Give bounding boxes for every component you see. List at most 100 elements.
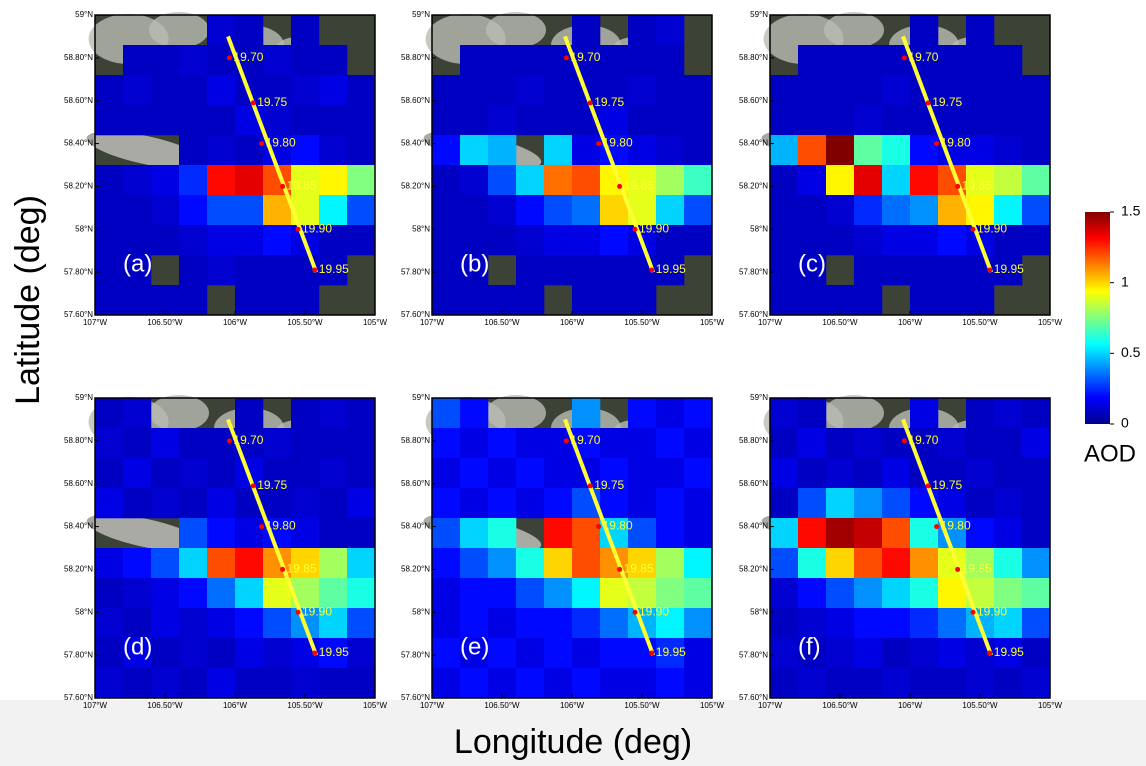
- aod-cell: [516, 285, 545, 316]
- lat-tick-label: 58.60°N: [401, 96, 430, 105]
- track-line: [901, 418, 994, 656]
- aod-cell: [684, 578, 713, 609]
- aod-cell: [207, 165, 236, 196]
- track-label: 19.70: [908, 433, 938, 447]
- track-point: [596, 141, 602, 147]
- aod-cell: [994, 105, 1023, 136]
- aod-cell: [544, 548, 573, 579]
- aod-cell: [151, 608, 180, 639]
- aod-cell: [179, 255, 208, 286]
- aod-cell: [656, 428, 685, 459]
- aod-cell: [235, 195, 264, 226]
- aod-cell: [95, 195, 124, 226]
- track-point: [250, 483, 256, 489]
- aod-cell: [319, 135, 348, 166]
- aod-cell: [798, 578, 827, 609]
- aod-cell: [544, 638, 573, 669]
- aod-cell: [123, 578, 152, 609]
- aod-cell: [826, 195, 855, 226]
- aod-cell: [516, 608, 545, 639]
- lat-tick-label: 58.80°N: [64, 53, 93, 62]
- aod-cell: [488, 165, 517, 196]
- aod-cell: [656, 638, 685, 669]
- aod-cell: [432, 75, 461, 106]
- track-point: [934, 141, 940, 147]
- aod-cell: [572, 608, 601, 639]
- aod-cell: [770, 518, 799, 549]
- aod-cell: [938, 105, 967, 136]
- aod-cell: [656, 398, 685, 429]
- aod-cell: [994, 165, 1023, 196]
- aod-cell: [263, 75, 292, 106]
- lon-tick-label: 106.50°W: [484, 318, 520, 327]
- track-label: 19.90: [639, 604, 669, 618]
- aod-cell: [263, 488, 292, 519]
- track-point: [987, 650, 993, 656]
- aod-cell: [544, 458, 573, 489]
- track-point: [970, 609, 976, 615]
- aod-cell: [882, 135, 911, 166]
- aod-cell: [291, 135, 320, 166]
- aod-cell: [460, 398, 489, 429]
- track-label: 19.75: [594, 478, 624, 492]
- track-line: [226, 418, 319, 656]
- aod-cell: [291, 105, 320, 136]
- aod-cell: [488, 428, 517, 459]
- track-label: 19.80: [603, 136, 633, 150]
- aod-cell: [798, 195, 827, 226]
- aod-cell: [291, 15, 320, 46]
- aod-cell: [1022, 105, 1051, 136]
- aod-cell: [882, 578, 911, 609]
- lat-tick-label: 57.80°N: [401, 650, 430, 659]
- aod-cell: [151, 165, 180, 196]
- aod-cell: [235, 225, 264, 256]
- aod-cell: [516, 638, 545, 669]
- aod-cell: [798, 488, 827, 519]
- aod-cell: [684, 165, 713, 196]
- aod-cell: [770, 638, 799, 669]
- lat-tick-label: 58.40°N: [739, 522, 768, 531]
- aod-cell: [432, 608, 461, 639]
- aod-cell: [347, 195, 376, 226]
- aod-cell: [235, 608, 264, 639]
- aod-cell: [460, 518, 489, 549]
- aod-cell: [123, 255, 152, 286]
- aod-cell: [854, 45, 883, 76]
- lon-tick-label: 105.50°W: [624, 318, 660, 327]
- aod-cell: [516, 45, 545, 76]
- aod-cell: [179, 548, 208, 579]
- aod-cell: [882, 165, 911, 196]
- aod-cell: [432, 548, 461, 579]
- aod-cell: [600, 428, 629, 459]
- aod-cell: [432, 458, 461, 489]
- aod-cell: [966, 668, 995, 699]
- aod-cell: [798, 75, 827, 106]
- aod-cell: [151, 105, 180, 136]
- lat-tick-label: 58.80°N: [739, 53, 768, 62]
- aod-cell: [488, 518, 517, 549]
- aod-cell: [938, 195, 967, 226]
- aod-cell: [291, 548, 320, 579]
- track-point: [259, 141, 265, 147]
- aod-cell: [235, 638, 264, 669]
- track-label: 19.85: [962, 562, 992, 576]
- aod-cell: [910, 255, 939, 286]
- aod-cell: [994, 225, 1023, 256]
- aod-cell: [966, 165, 995, 196]
- aod-cell: [235, 578, 264, 609]
- lat-tick-label: 58.20°N: [64, 565, 93, 574]
- aod-cell: [910, 15, 939, 46]
- aod-cell: [1022, 668, 1051, 699]
- aod-cell: [656, 15, 685, 46]
- aod-cell: [263, 578, 292, 609]
- lat-tick-label: 59°N: [412, 393, 430, 402]
- aod-cell: [966, 15, 995, 46]
- aod-cell: [882, 668, 911, 699]
- aod-cell: [628, 105, 657, 136]
- track-point: [280, 183, 286, 189]
- aod-cell: [994, 668, 1023, 699]
- aod-cell: [207, 428, 236, 459]
- track-label: 19.80: [266, 519, 296, 533]
- aod-cell: [628, 398, 657, 429]
- aod-cell: [347, 165, 376, 196]
